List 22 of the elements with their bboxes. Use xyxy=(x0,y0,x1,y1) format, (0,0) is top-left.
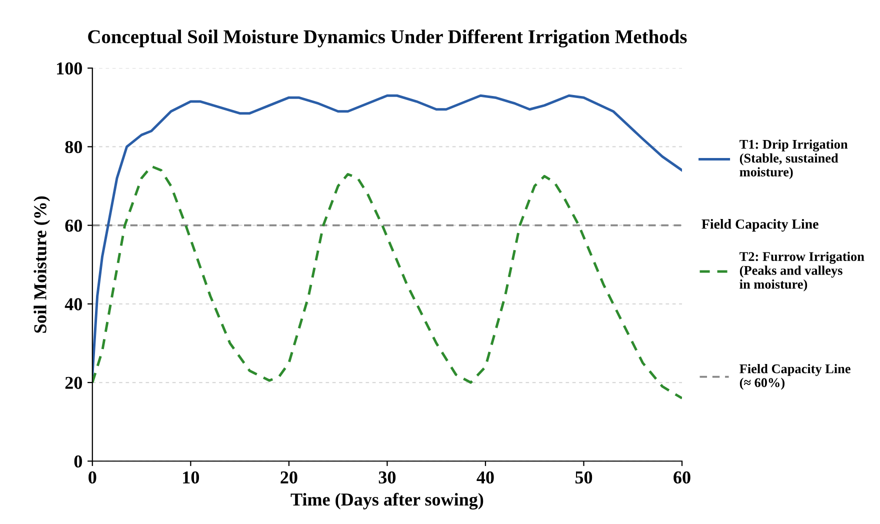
y-axis-title: Soil Moisture (%) xyxy=(34,196,50,333)
x-axis-title: Time (Days after sowing) xyxy=(290,492,484,510)
x-tick-label: 0 xyxy=(88,471,96,484)
y-tick-label: 60 xyxy=(65,220,82,232)
chart-title: Conceptual Soil Moisture Dynamics Under Different Irrigation Methods xyxy=(88,29,687,48)
y-tick-label: 40 xyxy=(64,298,82,310)
x-tick-label: 60 xyxy=(674,471,690,484)
legend-label: T2: Furrow Irrigation (Peaks and valleys in moisture) xyxy=(740,252,864,292)
x-tick-label: 10 xyxy=(183,471,200,484)
x-tick-label: 20 xyxy=(280,471,298,484)
x-tick-label: 40 xyxy=(476,471,494,484)
y-tick-label: 0 xyxy=(74,455,82,468)
legend-label: T1: Drip Irrigation (Stable, sustained moisture) xyxy=(740,139,848,180)
y-tick-label: 80 xyxy=(65,140,82,154)
ref-line-label: Field Capacity Line xyxy=(702,219,818,232)
y-tick-label: 100 xyxy=(57,62,82,75)
x-tick-label: 30 xyxy=(378,471,396,484)
line-series xyxy=(92,94,682,376)
y-tick-label: 20 xyxy=(65,376,82,389)
line-series xyxy=(92,165,682,400)
text: Field Capacity Line (≈ 60%) xyxy=(740,364,850,390)
x-tick-label: 50 xyxy=(575,471,592,484)
